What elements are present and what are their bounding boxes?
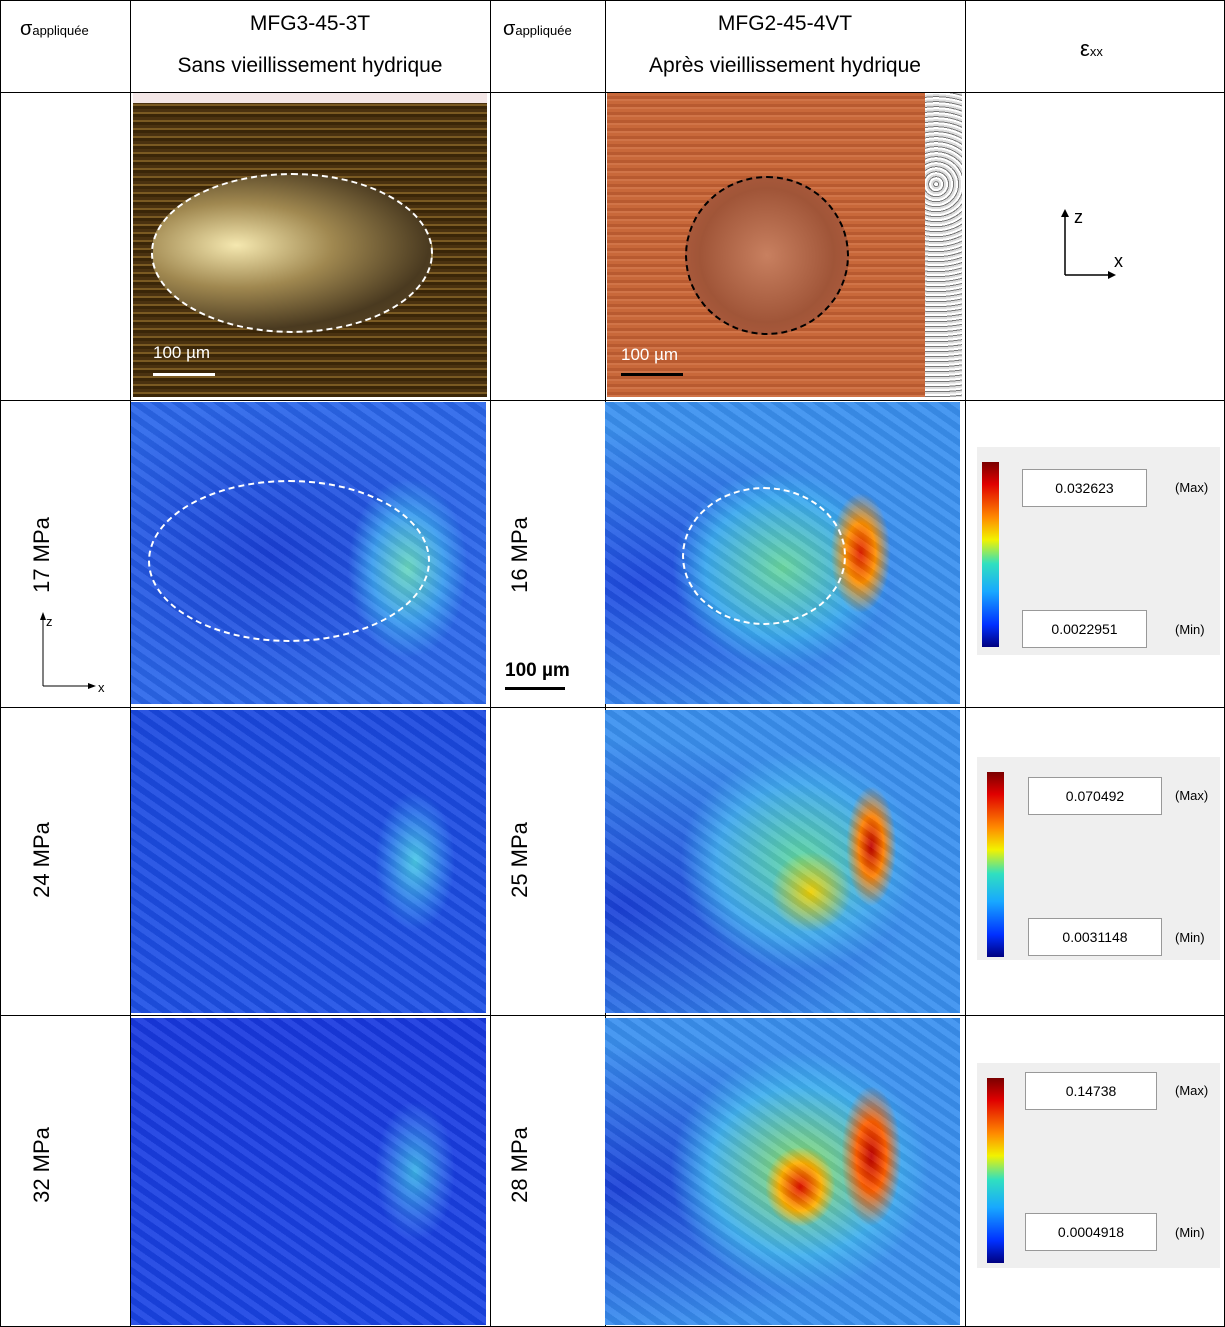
min-value: 0.0022951: [1022, 610, 1147, 648]
row-line: [0, 1015, 1225, 1016]
subscript: appliquée: [515, 23, 572, 38]
scale-label: 100 µm: [153, 343, 211, 362]
strain-map: [605, 710, 960, 1013]
scale-label: 100 µm: [621, 345, 679, 364]
max-label: (Max): [1175, 1083, 1209, 1098]
scale-label: 100 µm: [505, 660, 570, 681]
strain-map: [605, 1018, 960, 1325]
min-label: (Min): [1175, 1225, 1205, 1240]
speckle: [925, 93, 962, 397]
min-label: (Min): [1175, 930, 1205, 945]
stress-label: 17 MPa: [29, 517, 54, 593]
strain-map: [131, 1018, 486, 1325]
column-line: [130, 0, 131, 1327]
subscript: appliquée: [32, 23, 89, 38]
micrograph: 100 µm: [133, 93, 487, 397]
max-value: 0.14738: [1025, 1072, 1157, 1110]
column-line: [965, 0, 966, 1327]
max-label: (Max): [1175, 788, 1209, 803]
row-line: [0, 92, 1225, 93]
axis-label: x: [98, 680, 105, 695]
scale-bar: [621, 373, 683, 376]
specimen-condition: Après vieillissement hydrique: [649, 54, 921, 77]
header-sigma: σappliquée: [20, 18, 89, 41]
stress-label: 16 MPa: [507, 517, 532, 593]
micrograph: 100 µm: [607, 93, 925, 397]
defect: [685, 176, 849, 335]
axis-label: z: [46, 614, 53, 629]
subscript: xx: [1089, 44, 1103, 59]
axis-label: x: [1114, 251, 1123, 271]
scale-bar: [505, 687, 565, 690]
defect: [151, 173, 433, 333]
column-line: [490, 0, 491, 1327]
axis-label: z: [1074, 207, 1083, 227]
min-value: 0.0031148: [1028, 918, 1162, 956]
colorbar: [982, 462, 999, 647]
stress-label: 28 MPa: [507, 1127, 532, 1203]
colorbar: [987, 1078, 1004, 1263]
stress-label: 24 MPa: [29, 822, 54, 898]
stress-label: 25 MPa: [507, 822, 532, 898]
specimen-name: MFG2-45-4VT: [717, 12, 853, 35]
defect-outline: [682, 487, 846, 625]
max-value: 0.032623: [1022, 469, 1147, 507]
specimen-name: MFG3-45-3T: [249, 12, 371, 35]
stress-label: 32 MPa: [29, 1127, 54, 1203]
min-value: 0.0004918: [1025, 1213, 1157, 1251]
min-label: (Min): [1175, 622, 1205, 637]
symbol: ε: [1080, 36, 1090, 61]
row-line: [0, 0, 1225, 1]
strain-map: [131, 710, 486, 1013]
max-value: 0.070492: [1028, 777, 1162, 815]
row-line: [0, 707, 1225, 708]
column-line: [0, 0, 1, 1327]
header-strain: εxx: [1080, 36, 1103, 62]
specimen-condition: Sans vieillissement hydrique: [177, 54, 443, 77]
defect-outline: [148, 480, 430, 642]
header-sigma: σappliquée: [503, 18, 572, 41]
scale-bar: [153, 373, 215, 376]
max-label: (Max): [1175, 480, 1209, 495]
axes-icon: z x: [1061, 207, 1123, 279]
colorbar: [987, 772, 1004, 957]
edge: [133, 93, 487, 103]
symbol: σ: [20, 18, 33, 40]
symbol: σ: [503, 18, 516, 40]
row-line: [0, 400, 1225, 401]
axes-icon: z x: [40, 612, 105, 695]
